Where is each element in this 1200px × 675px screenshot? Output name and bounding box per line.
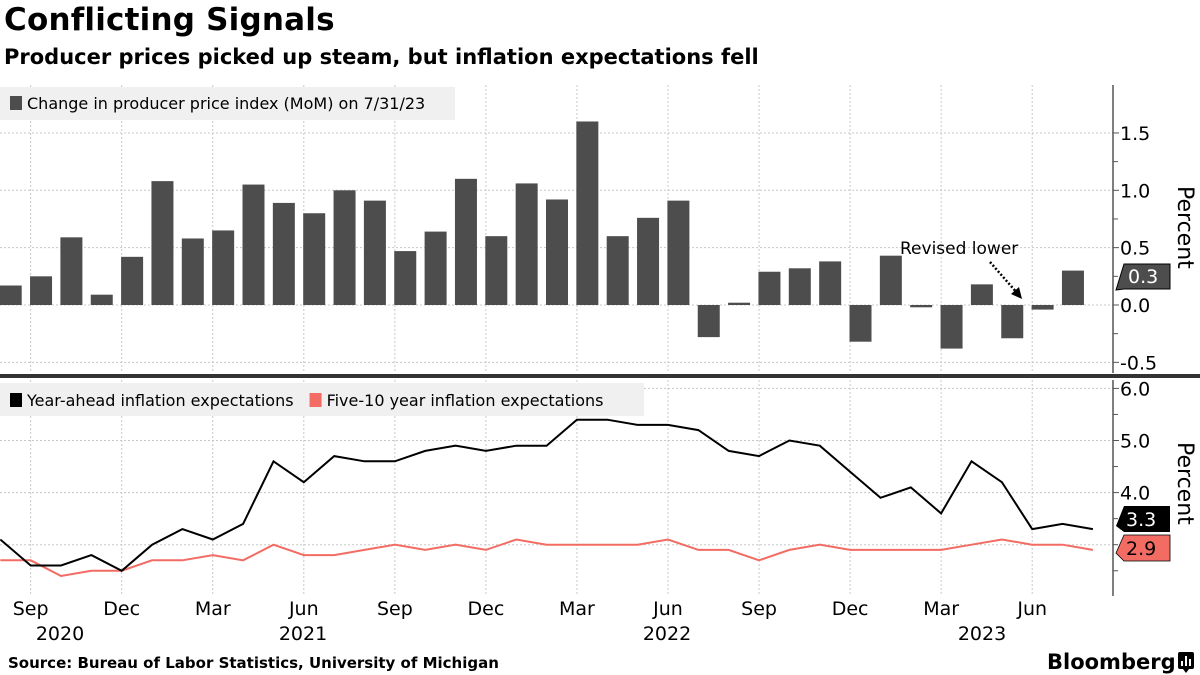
ppi-bar (363, 200, 386, 305)
bloomberg-logo: Bloomberg (1047, 650, 1176, 674)
ppi-bar (424, 231, 447, 305)
year-ahead-legend-swatch (10, 393, 22, 407)
ppi-bar (758, 271, 781, 305)
ppi-bar (60, 237, 83, 305)
five-10-last-value: 2.9 (1126, 538, 1156, 560)
x-tick-label: Dec (832, 598, 869, 620)
ppi-last-value-tag (1115, 263, 1171, 291)
ppi-bar (728, 302, 751, 305)
year-ahead-last-value: 3.3 (1126, 509, 1156, 531)
year-ahead-last-value-tag (1116, 506, 1170, 532)
ppi-bar (242, 184, 265, 305)
ppi-bar (333, 190, 356, 305)
x-year-label: 2021 (279, 623, 327, 645)
five-10-line (0, 538, 1094, 578)
revised-lower-annotation: Revised lower (900, 239, 1018, 259)
ppi-legend-label: Change in producer price index (MoM) on … (27, 94, 425, 113)
ppi-bar (910, 305, 933, 308)
x-tick-label: Sep (741, 598, 777, 620)
ppi-bar (454, 178, 477, 305)
ppi-bar (970, 284, 993, 305)
annotation-arrowhead-icon (1011, 287, 1022, 299)
ppi-bar (546, 199, 568, 305)
ppi-bar (576, 121, 599, 305)
x-tick-label: Dec (468, 598, 505, 620)
annotation-arrow (989, 261, 1019, 295)
ppi-bar (1001, 305, 1024, 339)
ppi-bar (879, 255, 902, 305)
ppi-legend-swatch (10, 96, 22, 110)
x-tick-label: Sep (377, 598, 413, 620)
ppi-bar (394, 251, 417, 305)
ppi-bar (30, 276, 53, 305)
ppi-legend-box (0, 87, 455, 120)
x-tick-label: Jun (1016, 598, 1047, 620)
top-y-tick-label: 0.5 (1120, 238, 1150, 260)
source-note: Source: Bureau of Labor Statistics, Univ… (8, 654, 499, 672)
year-ahead-line (0, 418, 1094, 572)
ppi-bar (181, 238, 204, 305)
ppi-bar (606, 236, 629, 305)
x-tick-label: Dec (103, 598, 140, 620)
ppi-bar (272, 202, 295, 305)
ppi-bar (697, 305, 720, 338)
ppi-bar (515, 183, 538, 305)
x-tick-label: Sep (13, 598, 49, 620)
bottom-y-tick-label: 5.0 (1120, 431, 1150, 453)
x-year-label: 2023 (958, 623, 1006, 645)
ppi-bar (151, 181, 174, 305)
top-y-tick-label: 1.5 (1120, 123, 1150, 145)
ppi-bar (1061, 270, 1084, 305)
x-tick-label: Mar (923, 598, 959, 620)
ppi-bar (1031, 305, 1054, 310)
five-10-last-value-tag (1115, 534, 1171, 562)
chart-subtitle: Producer prices picked up steam, but inf… (4, 45, 759, 69)
ppi-bar (667, 200, 690, 305)
ppi-bar (90, 294, 113, 305)
x-tick-label: Jun (288, 598, 319, 620)
expectations-legend-box (0, 383, 644, 416)
bottom-y-tick-label: 6.0 (1120, 378, 1150, 400)
ppi-bar (212, 230, 235, 305)
ppi-bar (0, 285, 22, 305)
chart-title: Conflicting Signals (4, 2, 335, 38)
ppi-bar (819, 261, 842, 305)
bottom-y-tick-label: 4.0 (1120, 483, 1150, 505)
x-tick-label: Mar (559, 598, 595, 620)
ppi-bar (485, 236, 508, 305)
ppi-bar (303, 213, 326, 305)
five-10-legend-swatch (309, 393, 322, 407)
ppi-bar (849, 305, 872, 342)
top-y-tick-label: -0.5 (1120, 352, 1157, 374)
ppi-bar (940, 305, 963, 349)
x-tick-label: Jun (652, 598, 683, 620)
bottom-y-axis-label: Percent (1172, 442, 1197, 525)
x-year-label: 2022 (643, 623, 691, 645)
bloomberg-chart-icon (1178, 652, 1194, 673)
top-y-tick-label: 1.0 (1120, 180, 1150, 202)
ppi-bar (121, 256, 144, 305)
five-10-legend-label: Five-10 year inflation expectations (327, 391, 604, 410)
ppi-bar (788, 268, 811, 305)
year-ahead-legend-label: Year-ahead inflation expectations (26, 391, 294, 410)
ppi-bar (637, 217, 660, 305)
top-y-axis-label: Percent (1172, 186, 1197, 269)
ppi-last-value: 0.3 (1128, 266, 1158, 288)
x-tick-label: Mar (195, 598, 231, 620)
top-y-tick-label: 0.0 (1120, 295, 1150, 317)
x-year-label: 2020 (36, 623, 84, 645)
